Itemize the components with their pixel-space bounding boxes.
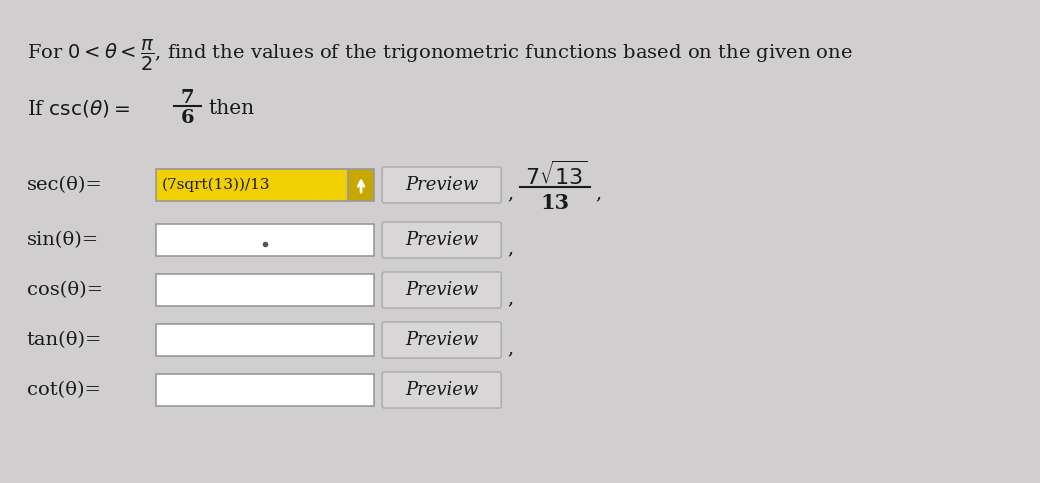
FancyBboxPatch shape xyxy=(156,374,374,406)
Text: ,: , xyxy=(595,184,601,202)
Text: 13: 13 xyxy=(541,193,570,213)
Text: Preview: Preview xyxy=(405,231,478,249)
Text: tan(θ)=: tan(θ)= xyxy=(27,331,102,349)
FancyBboxPatch shape xyxy=(382,222,501,258)
Text: 7: 7 xyxy=(181,89,194,107)
Text: Preview: Preview xyxy=(405,281,478,299)
Text: cos(θ)=: cos(θ)= xyxy=(27,281,103,299)
Text: Preview: Preview xyxy=(405,381,478,399)
Text: cot(θ)=: cot(θ)= xyxy=(27,381,101,399)
Text: 6: 6 xyxy=(180,109,194,127)
Text: (7sqrt(13))/13: (7sqrt(13))/13 xyxy=(161,178,269,192)
FancyBboxPatch shape xyxy=(156,224,374,256)
FancyBboxPatch shape xyxy=(382,322,501,358)
Text: ,: , xyxy=(506,289,513,307)
FancyBboxPatch shape xyxy=(382,272,501,308)
Text: For $0 < \theta < \dfrac{\pi}{2}$, find the values of the trigonometric function: For $0 < \theta < \dfrac{\pi}{2}$, find … xyxy=(27,38,853,73)
FancyBboxPatch shape xyxy=(382,167,501,203)
Text: then: then xyxy=(208,99,255,117)
Text: ,: , xyxy=(506,339,513,357)
FancyBboxPatch shape xyxy=(156,324,374,356)
Text: sec(θ)=: sec(θ)= xyxy=(27,176,103,194)
Text: Preview: Preview xyxy=(405,331,478,349)
Text: $7\sqrt{13}$: $7\sqrt{13}$ xyxy=(525,162,588,190)
Text: sin(θ)=: sin(θ)= xyxy=(27,231,99,249)
Text: ,: , xyxy=(506,184,513,202)
FancyBboxPatch shape xyxy=(382,372,501,408)
Text: If $\mathrm{csc}(\theta) =$: If $\mathrm{csc}(\theta) =$ xyxy=(27,98,130,118)
FancyBboxPatch shape xyxy=(156,274,374,306)
FancyBboxPatch shape xyxy=(347,169,374,201)
Text: Preview: Preview xyxy=(405,176,478,194)
FancyBboxPatch shape xyxy=(156,169,347,201)
Text: ,: , xyxy=(506,239,513,257)
